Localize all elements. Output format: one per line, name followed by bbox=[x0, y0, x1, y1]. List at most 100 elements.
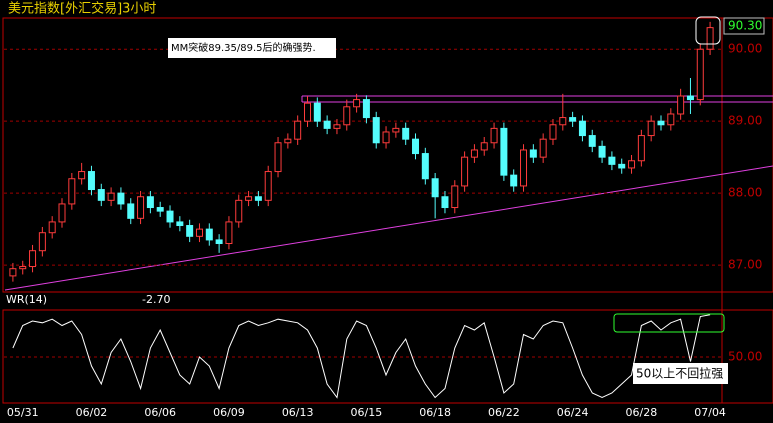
candle-body bbox=[490, 127, 498, 144]
candle-body bbox=[510, 174, 518, 187]
candle-body bbox=[588, 135, 596, 147]
y-tick-label: 87.00 bbox=[728, 258, 762, 272]
candle-body bbox=[637, 135, 645, 162]
candle-body bbox=[225, 221, 233, 245]
candle-body bbox=[480, 142, 488, 151]
indicator-value: -2.70 bbox=[142, 293, 170, 306]
candle-body bbox=[618, 163, 626, 169]
candle-body bbox=[441, 196, 449, 209]
indicator-name: WR(14) bbox=[6, 293, 47, 306]
candle-body bbox=[313, 102, 321, 122]
candle-body bbox=[137, 196, 145, 219]
candle-body bbox=[146, 196, 154, 209]
candle-body bbox=[431, 178, 439, 198]
candle-body bbox=[48, 221, 56, 234]
candle-body bbox=[343, 106, 351, 126]
candle-body bbox=[598, 145, 606, 158]
candle-body bbox=[78, 171, 86, 180]
candle-body bbox=[667, 113, 675, 126]
candle-body bbox=[195, 228, 203, 237]
y-tick-label: 90.00 bbox=[728, 42, 762, 56]
candle-body bbox=[284, 138, 292, 144]
candle-body bbox=[205, 228, 213, 241]
x-tick-label: 06/24 bbox=[557, 406, 589, 419]
chart-title: 美元指数[外汇交易]3小时 bbox=[8, 1, 156, 17]
wr-panel bbox=[2, 309, 773, 404]
candle-body bbox=[186, 225, 194, 237]
candle-body bbox=[706, 27, 714, 50]
candle-body bbox=[29, 250, 37, 268]
candle-body bbox=[264, 171, 272, 201]
candle-body bbox=[97, 189, 105, 201]
candle-body bbox=[323, 120, 331, 129]
trend-line bbox=[4, 165, 773, 291]
highlight-box bbox=[695, 16, 721, 45]
candle-body bbox=[608, 156, 616, 165]
candle-body bbox=[549, 124, 557, 140]
candle-body bbox=[569, 117, 577, 122]
candle-body bbox=[117, 192, 125, 205]
candle-body bbox=[333, 124, 341, 129]
candle-body bbox=[215, 239, 223, 245]
candle-body bbox=[686, 95, 694, 101]
candle-body bbox=[274, 142, 282, 173]
x-tick-label: 07/04 bbox=[694, 406, 726, 419]
wr-line bbox=[12, 314, 711, 399]
x-tick-label: 06/28 bbox=[626, 406, 658, 419]
candle-body bbox=[9, 268, 17, 277]
y-tick-label: 89.00 bbox=[728, 114, 762, 128]
candle-body bbox=[559, 117, 567, 126]
y-tick-label: 50.00 bbox=[728, 350, 762, 364]
last-price-box bbox=[723, 17, 765, 35]
candle-body bbox=[402, 127, 410, 140]
candle-body bbox=[500, 127, 508, 176]
candle-body bbox=[107, 192, 115, 201]
candle-body bbox=[657, 120, 665, 126]
highlight-box bbox=[613, 313, 725, 333]
candle-body bbox=[696, 48, 704, 101]
candle-body bbox=[451, 185, 459, 209]
candle-body bbox=[245, 196, 253, 201]
candle-body bbox=[372, 117, 380, 144]
y-tick-label: 88.00 bbox=[728, 186, 762, 200]
candle-body bbox=[294, 120, 302, 140]
candle-body bbox=[392, 127, 400, 133]
candle-body bbox=[68, 178, 76, 205]
candle-body bbox=[38, 232, 46, 252]
x-tick-label: 06/06 bbox=[144, 406, 176, 419]
candle-body bbox=[520, 149, 528, 187]
candle-body bbox=[235, 199, 243, 223]
candle-body bbox=[19, 266, 27, 270]
annotation-box bbox=[633, 363, 728, 384]
annotation: 50以上不回拉强 bbox=[636, 366, 723, 381]
candle-body bbox=[578, 120, 586, 137]
candle-body bbox=[461, 156, 469, 187]
annotation: MM突破89.35/89.5后的确强势. bbox=[171, 41, 316, 54]
candle-body bbox=[58, 203, 66, 223]
x-tick-label: 06/15 bbox=[351, 406, 383, 419]
candle-body bbox=[166, 210, 174, 223]
candle-body bbox=[529, 149, 537, 158]
candle-body bbox=[254, 196, 262, 201]
annotation-box bbox=[168, 38, 336, 58]
candle-body bbox=[677, 95, 685, 115]
candle-body bbox=[176, 221, 184, 227]
x-tick-label: 06/13 bbox=[282, 406, 314, 419]
candle-body bbox=[87, 171, 95, 191]
candle-body bbox=[470, 149, 478, 158]
candle-body bbox=[156, 207, 164, 212]
candle-body bbox=[421, 153, 429, 180]
candle-body bbox=[539, 138, 547, 158]
candle-body bbox=[127, 203, 135, 219]
candle-body bbox=[382, 131, 390, 144]
candle-body bbox=[353, 99, 361, 108]
x-tick-label: 06/22 bbox=[488, 406, 520, 419]
x-tick-label: 06/02 bbox=[76, 406, 108, 419]
candle-body bbox=[412, 138, 420, 155]
x-tick-label: 06/18 bbox=[419, 406, 451, 419]
last-price: 90.30 bbox=[728, 19, 762, 33]
candle-body bbox=[303, 102, 311, 122]
x-tick-label: 06/09 bbox=[213, 406, 245, 419]
